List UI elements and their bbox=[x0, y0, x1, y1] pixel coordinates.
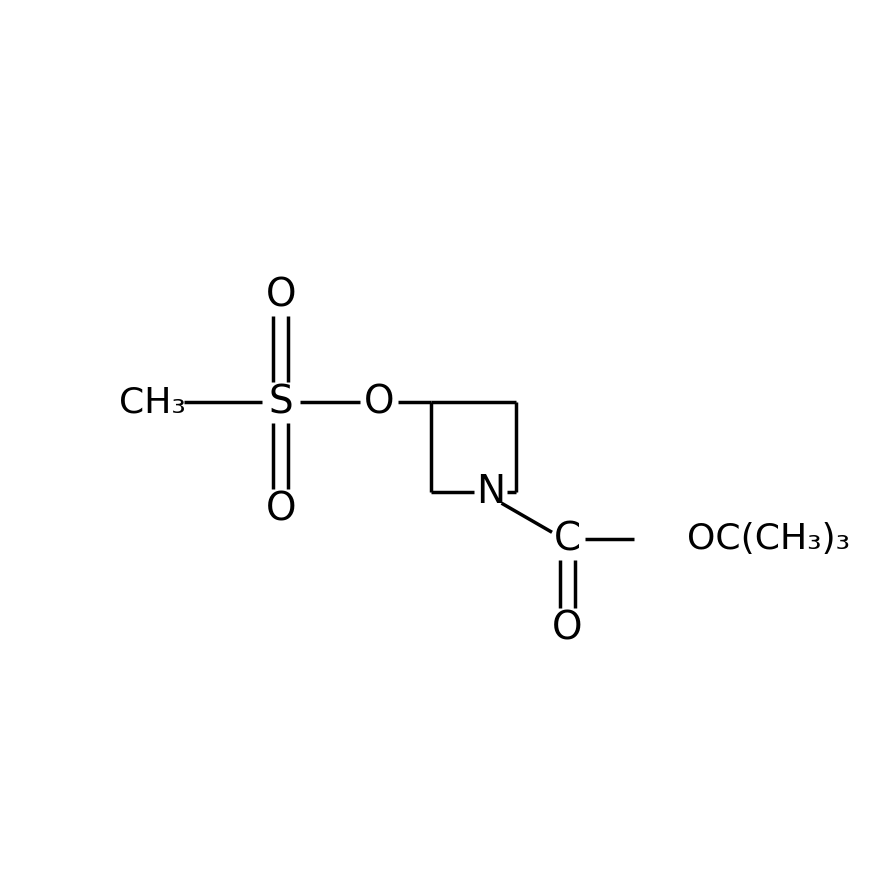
Text: C: C bbox=[554, 520, 581, 558]
Text: S: S bbox=[269, 384, 293, 421]
Text: N: N bbox=[476, 473, 505, 511]
Text: O: O bbox=[552, 610, 583, 648]
Text: O: O bbox=[265, 276, 296, 314]
Text: O: O bbox=[364, 384, 394, 421]
Text: O: O bbox=[265, 490, 296, 528]
Text: OC(CH₃)₃: OC(CH₃)₃ bbox=[687, 522, 850, 556]
Text: CH₃: CH₃ bbox=[119, 385, 186, 419]
